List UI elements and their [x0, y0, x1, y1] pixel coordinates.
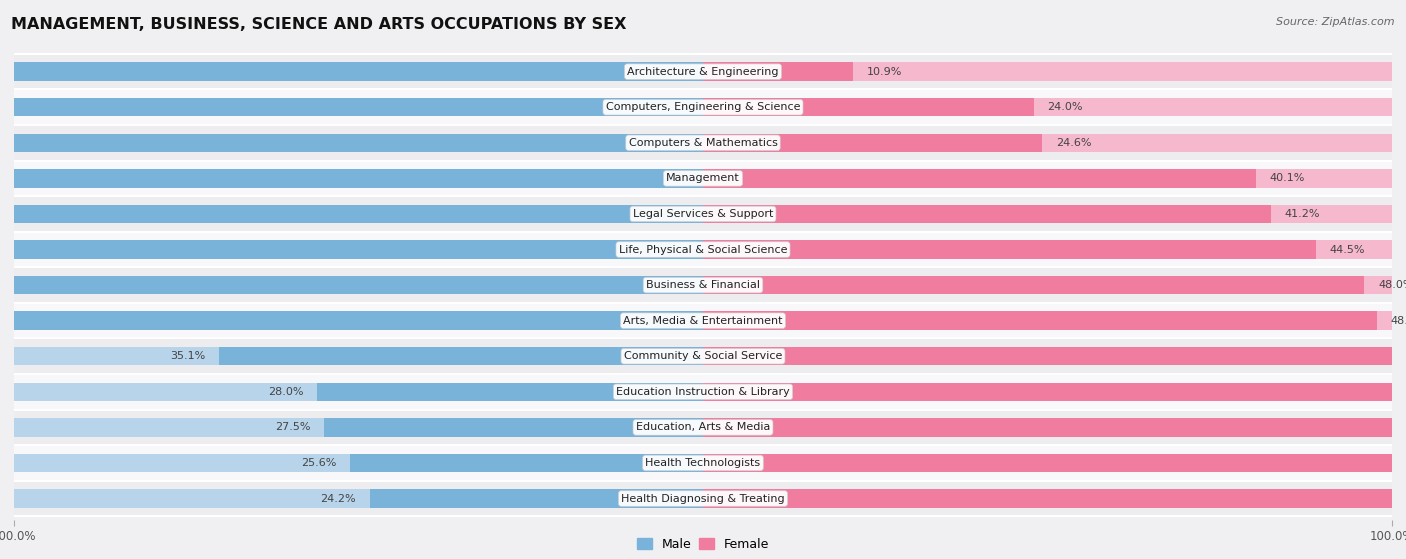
- Bar: [14, 205, 703, 223]
- Text: 25.6%: 25.6%: [301, 458, 336, 468]
- Text: 28.0%: 28.0%: [269, 387, 304, 397]
- Bar: [14, 63, 703, 81]
- Bar: [14, 98, 703, 116]
- Text: 41.2%: 41.2%: [1285, 209, 1320, 219]
- Text: 24.2%: 24.2%: [321, 494, 356, 504]
- Text: 40.1%: 40.1%: [1270, 173, 1305, 183]
- Bar: [14, 489, 703, 508]
- Bar: [703, 382, 1406, 401]
- Text: Health Technologists: Health Technologists: [645, 458, 761, 468]
- Bar: [325, 418, 703, 437]
- Bar: [703, 169, 1392, 188]
- Bar: [14, 196, 1392, 232]
- Bar: [703, 63, 1392, 81]
- Text: Health Diagnosing & Treating: Health Diagnosing & Treating: [621, 494, 785, 504]
- Bar: [14, 374, 1392, 410]
- Bar: [703, 489, 1406, 508]
- Text: 24.6%: 24.6%: [1056, 138, 1091, 148]
- Bar: [703, 347, 1406, 366]
- Bar: [14, 169, 703, 188]
- Bar: [219, 347, 703, 366]
- Bar: [0, 311, 703, 330]
- Bar: [0, 240, 703, 259]
- Text: 10.9%: 10.9%: [868, 67, 903, 77]
- Bar: [14, 54, 1392, 89]
- Text: Education, Arts & Media: Education, Arts & Media: [636, 423, 770, 432]
- Bar: [14, 276, 703, 295]
- Text: Computers, Engineering & Science: Computers, Engineering & Science: [606, 102, 800, 112]
- Bar: [370, 489, 703, 508]
- Bar: [703, 98, 1033, 116]
- Bar: [703, 311, 1392, 330]
- Text: 48.9%: 48.9%: [1391, 316, 1406, 326]
- Text: Life, Physical & Social Science: Life, Physical & Social Science: [619, 244, 787, 254]
- Bar: [703, 134, 1042, 152]
- Bar: [0, 63, 703, 81]
- Text: 35.1%: 35.1%: [170, 351, 205, 361]
- Bar: [703, 454, 1392, 472]
- Bar: [0, 205, 703, 223]
- Bar: [14, 382, 703, 401]
- Bar: [14, 418, 703, 437]
- Bar: [703, 276, 1392, 295]
- Bar: [14, 232, 1392, 267]
- Bar: [14, 338, 1392, 374]
- Bar: [703, 205, 1271, 223]
- Bar: [14, 347, 703, 366]
- Bar: [14, 311, 703, 330]
- Bar: [0, 276, 703, 295]
- Bar: [14, 454, 703, 472]
- Text: 48.0%: 48.0%: [1378, 280, 1406, 290]
- Bar: [14, 134, 703, 152]
- Bar: [703, 134, 1392, 152]
- Bar: [14, 125, 1392, 160]
- Bar: [703, 382, 1392, 401]
- Bar: [14, 267, 1392, 303]
- Bar: [14, 89, 1392, 125]
- Text: Legal Services & Support: Legal Services & Support: [633, 209, 773, 219]
- Bar: [350, 454, 703, 472]
- Text: Architecture & Engineering: Architecture & Engineering: [627, 67, 779, 77]
- Text: 44.5%: 44.5%: [1330, 244, 1365, 254]
- Bar: [703, 276, 1364, 295]
- Bar: [14, 481, 1392, 517]
- Bar: [318, 382, 703, 401]
- Text: Community & Social Service: Community & Social Service: [624, 351, 782, 361]
- Text: 24.0%: 24.0%: [1047, 102, 1083, 112]
- Bar: [703, 418, 1406, 437]
- Bar: [14, 410, 1392, 445]
- Text: MANAGEMENT, BUSINESS, SCIENCE AND ARTS OCCUPATIONS BY SEX: MANAGEMENT, BUSINESS, SCIENCE AND ARTS O…: [11, 17, 627, 32]
- Text: Business & Financial: Business & Financial: [645, 280, 761, 290]
- Bar: [703, 98, 1392, 116]
- Bar: [703, 311, 1376, 330]
- Bar: [14, 240, 703, 259]
- Bar: [14, 160, 1392, 196]
- Text: Arts, Media & Entertainment: Arts, Media & Entertainment: [623, 316, 783, 326]
- Legend: Male, Female: Male, Female: [631, 533, 775, 556]
- Bar: [703, 205, 1392, 223]
- Text: Education Instruction & Library: Education Instruction & Library: [616, 387, 790, 397]
- Bar: [703, 169, 1256, 188]
- Bar: [0, 134, 703, 152]
- Bar: [703, 240, 1392, 259]
- Bar: [703, 454, 1406, 472]
- Bar: [703, 418, 1392, 437]
- Text: 27.5%: 27.5%: [274, 423, 311, 432]
- Bar: [703, 240, 1316, 259]
- Bar: [0, 169, 703, 188]
- Bar: [14, 303, 1392, 338]
- Bar: [703, 63, 853, 81]
- Bar: [703, 347, 1392, 366]
- Text: Management: Management: [666, 173, 740, 183]
- Bar: [0, 98, 703, 116]
- Text: Source: ZipAtlas.com: Source: ZipAtlas.com: [1277, 17, 1395, 27]
- Bar: [703, 489, 1392, 508]
- Bar: [14, 445, 1392, 481]
- Text: Computers & Mathematics: Computers & Mathematics: [628, 138, 778, 148]
